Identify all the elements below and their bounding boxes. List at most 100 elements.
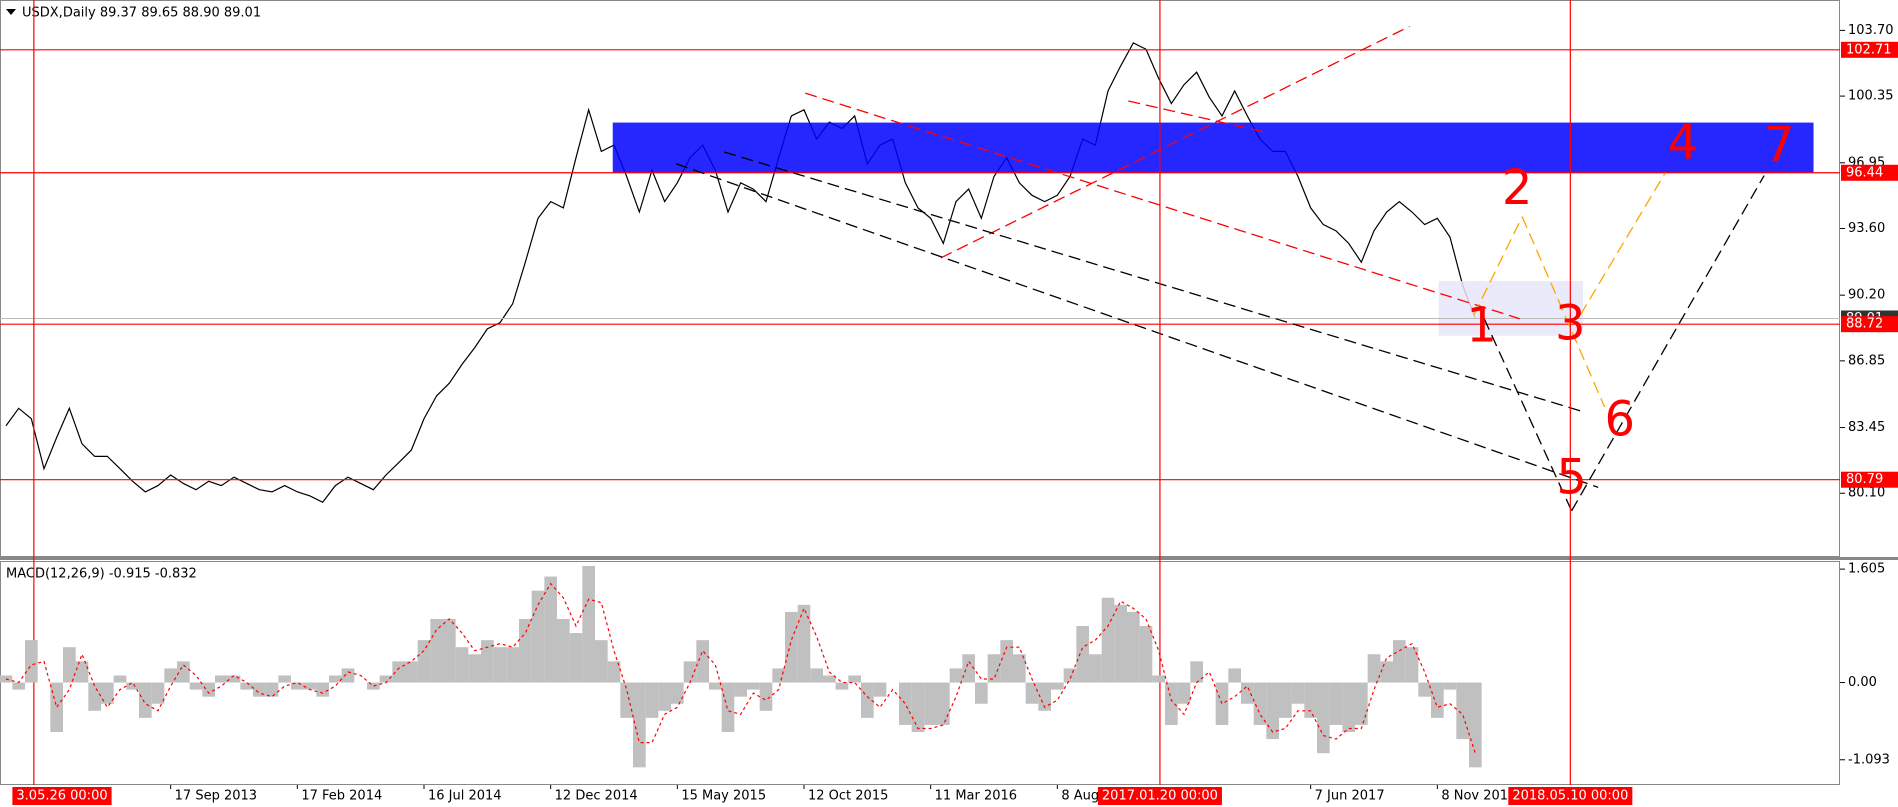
macd-bar bbox=[1279, 682, 1292, 718]
macd-bar bbox=[1038, 682, 1051, 711]
macd-title: MACD(12,26,9) -0.915 -0.832 bbox=[6, 567, 197, 582]
macd-bar bbox=[544, 576, 557, 683]
y-tick-label: 83.45 bbox=[1848, 420, 1885, 435]
macd-bar bbox=[949, 668, 963, 683]
y-tick-label: 86.85 bbox=[1848, 353, 1885, 368]
macd-bar bbox=[430, 618, 443, 683]
macd-bar bbox=[785, 611, 798, 683]
macd-bar bbox=[823, 675, 836, 683]
macd-bar bbox=[189, 682, 203, 690]
macd-bar bbox=[1076, 626, 1089, 683]
x-tick-label: 12 Dec 2014 bbox=[555, 789, 638, 804]
macd-bar bbox=[671, 682, 684, 704]
level-label-box bbox=[1841, 164, 1898, 181]
macd-bar bbox=[506, 647, 519, 683]
macd-bar bbox=[1456, 682, 1469, 740]
macd-bar bbox=[1000, 640, 1013, 683]
macd-bar bbox=[75, 661, 89, 683]
macd-bar bbox=[1215, 682, 1229, 725]
macd-bar bbox=[987, 654, 1001, 683]
macd-bar bbox=[911, 682, 925, 733]
wave-label: 3 bbox=[1555, 296, 1586, 352]
x-tick-label: 17 Feb 2014 bbox=[301, 789, 382, 804]
macd-bar bbox=[531, 590, 545, 683]
macd-bar bbox=[12, 682, 25, 690]
signal-line bbox=[5, 582, 1476, 754]
macd-bar bbox=[1393, 640, 1406, 683]
macd-bar bbox=[645, 682, 659, 718]
wave-label: 2 bbox=[1502, 160, 1533, 216]
x-tick-label: 16 Jul 2014 bbox=[428, 789, 502, 804]
y-tick-label: 93.60 bbox=[1848, 221, 1885, 236]
trend-line bbox=[940, 25, 1410, 259]
macd-bar bbox=[924, 682, 937, 725]
macd-bar bbox=[493, 647, 507, 683]
macd-bar bbox=[202, 682, 215, 697]
macd-bar bbox=[848, 675, 861, 683]
x-tick-label: 17 Sep 2013 bbox=[175, 789, 257, 804]
level-label-box bbox=[1841, 316, 1898, 333]
macd-bar bbox=[468, 654, 481, 683]
trend-line bbox=[1521, 216, 1606, 408]
level-label: 88.72 bbox=[1846, 317, 1883, 332]
macd-bar bbox=[215, 675, 228, 683]
macd-bar bbox=[379, 675, 393, 683]
macd-bar bbox=[721, 682, 735, 733]
wave-label: 4 bbox=[1668, 115, 1699, 171]
macd-bar bbox=[417, 640, 431, 683]
y-tick-label: 1.605 bbox=[1848, 562, 1885, 577]
trend-line bbox=[1473, 216, 1523, 316]
macd-bar bbox=[1127, 611, 1140, 683]
macd-bar bbox=[810, 668, 823, 683]
macd-bar bbox=[1228, 668, 1241, 683]
wave-label: 5 bbox=[1556, 449, 1587, 505]
wave-label: 7 bbox=[1764, 117, 1795, 173]
y-tick-label: 103.70 bbox=[1848, 23, 1894, 38]
macd-bar bbox=[1317, 682, 1330, 754]
macd-bar bbox=[1418, 682, 1431, 697]
level-label: 96.44 bbox=[1846, 165, 1883, 180]
vertical-line-label-box bbox=[1097, 787, 1222, 805]
macd-bar bbox=[1469, 682, 1482, 768]
macd-bar bbox=[126, 682, 139, 690]
macd-bar bbox=[1190, 661, 1203, 683]
vertical-line-label-box bbox=[1508, 787, 1633, 805]
macd-bar bbox=[164, 668, 177, 683]
macd-bar bbox=[278, 675, 291, 683]
macd-bar bbox=[151, 682, 165, 704]
vertical-line-label-box bbox=[12, 787, 112, 805]
macd-bar bbox=[177, 661, 190, 683]
macd-bar bbox=[1241, 682, 1254, 704]
macd-bar bbox=[1443, 682, 1457, 690]
macd-bar bbox=[1304, 682, 1317, 718]
macd-bar bbox=[227, 675, 241, 683]
macd-bar bbox=[1063, 668, 1077, 683]
macd-bar bbox=[734, 682, 747, 697]
macd-bar bbox=[696, 640, 709, 683]
macd-bar bbox=[392, 661, 405, 683]
menu-triangle[interactable] bbox=[6, 9, 16, 15]
macd-bar bbox=[1431, 682, 1444, 718]
trend-line bbox=[1128, 100, 1267, 134]
macd-bar bbox=[873, 682, 887, 697]
x-tick-label: 7 Jun 2017 bbox=[1315, 789, 1385, 804]
vertical-line-label: 3.05.26 00:00 bbox=[16, 789, 107, 804]
macd-bar bbox=[25, 640, 38, 683]
level-label-box bbox=[1841, 471, 1898, 488]
level-label: 102.71 bbox=[1846, 42, 1892, 57]
macd-bar bbox=[1329, 682, 1343, 725]
macd-bar bbox=[481, 640, 494, 683]
macd-bar bbox=[1101, 597, 1115, 683]
macd-bar bbox=[747, 682, 760, 690]
macd-bar bbox=[519, 618, 532, 683]
macd-bar bbox=[443, 618, 456, 683]
macd-bar bbox=[341, 668, 355, 683]
macd-bar bbox=[582, 565, 595, 683]
macd-bar bbox=[1152, 675, 1165, 683]
wave-label: 6 bbox=[1604, 392, 1635, 448]
trend-line bbox=[1579, 172, 1666, 316]
macd-bar bbox=[797, 604, 811, 683]
macd-bar bbox=[620, 682, 633, 718]
y-tick-label: 80.10 bbox=[1848, 486, 1885, 501]
macd-bar bbox=[1013, 654, 1026, 683]
